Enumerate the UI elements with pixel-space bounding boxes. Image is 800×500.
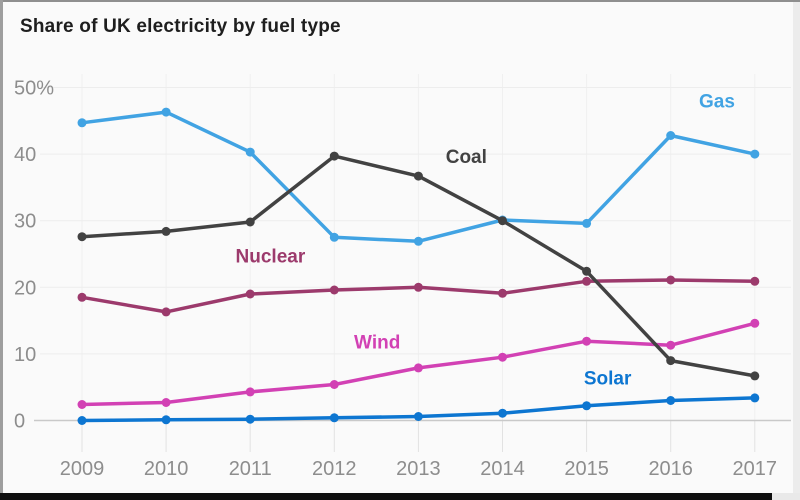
x-axis-tick-label: 2010 [144, 458, 189, 480]
data-point-nuclear [582, 276, 592, 286]
chart-title: Share of UK electricity by fuel type [20, 16, 341, 37]
window-left-edge [0, 0, 3, 500]
y-axis-tick-label: 10 [14, 344, 36, 366]
data-point-wind [77, 400, 87, 409]
series-label-coal: Coal [446, 147, 487, 168]
data-point-wind [582, 336, 592, 346]
data-point-nuclear [413, 282, 423, 292]
data-point-solar [161, 415, 171, 425]
x-axis-tick-label: 2013 [396, 458, 441, 480]
data-point-wind [329, 380, 339, 389]
data-point-gas [750, 149, 760, 159]
data-point-gas [582, 218, 592, 228]
window-top-edge [0, 0, 800, 2]
data-point-gas [329, 232, 339, 242]
data-point-solar [245, 414, 255, 424]
data-point-coal [666, 356, 676, 366]
data-point-coal [329, 151, 339, 161]
series-label-wind: Wind [354, 333, 400, 354]
data-point-coal [498, 216, 507, 226]
x-axis-tick-label: 2014 [480, 458, 525, 480]
y-axis-tick-label: 30 [14, 211, 36, 233]
data-point-nuclear [750, 276, 760, 286]
data-point-solar [666, 396, 676, 405]
window-right-edge [793, 2, 800, 500]
data-point-solar [329, 413, 339, 423]
data-point-solar [413, 412, 423, 421]
data-point-nuclear [245, 289, 255, 299]
data-point-gas [161, 107, 171, 117]
data-point-coal [245, 217, 255, 227]
data-point-coal [582, 266, 592, 276]
data-point-nuclear [498, 288, 507, 298]
x-axis-tick-label: 2015 [564, 458, 609, 480]
x-axis-tick-label: 2009 [60, 458, 105, 480]
window-bottom-bar-gap [772, 493, 800, 500]
data-point-solar [498, 408, 507, 418]
data-point-gas [245, 147, 255, 157]
data-point-nuclear [666, 275, 676, 285]
x-axis-tick-label: 2017 [733, 458, 778, 480]
data-point-nuclear [77, 292, 87, 302]
y-axis-tick-label: 20 [14, 277, 36, 299]
window-bottom-bar [0, 493, 772, 500]
data-point-wind [161, 398, 171, 407]
data-point-solar [77, 416, 87, 425]
data-point-gas [666, 131, 676, 140]
data-point-wind [245, 387, 255, 397]
data-point-wind [750, 318, 760, 328]
y-axis-tick-label: 0 [14, 411, 25, 433]
series-label-solar: Solar [584, 369, 632, 390]
data-point-coal [750, 371, 760, 381]
x-axis-tick-label: 2011 [229, 458, 272, 480]
data-point-nuclear [161, 307, 171, 317]
data-point-solar [582, 401, 592, 411]
y-axis-tick-label: 50% [14, 78, 54, 100]
series-label-nuclear: Nuclear [236, 247, 306, 268]
x-axis-tick-label: 2016 [648, 458, 693, 480]
y-axis-tick-label: 40 [14, 144, 36, 166]
data-point-wind [413, 363, 423, 373]
data-point-wind [498, 352, 507, 362]
data-point-solar [750, 393, 760, 403]
data-point-gas [413, 236, 423, 246]
data-point-coal [77, 232, 87, 242]
data-point-wind [666, 340, 676, 350]
x-axis-tick-label: 2012 [312, 458, 357, 480]
series-label-gas: Gas [699, 91, 735, 112]
data-point-coal [413, 171, 423, 181]
data-point-nuclear [329, 285, 339, 295]
data-point-coal [161, 226, 171, 236]
data-point-gas [77, 118, 87, 128]
